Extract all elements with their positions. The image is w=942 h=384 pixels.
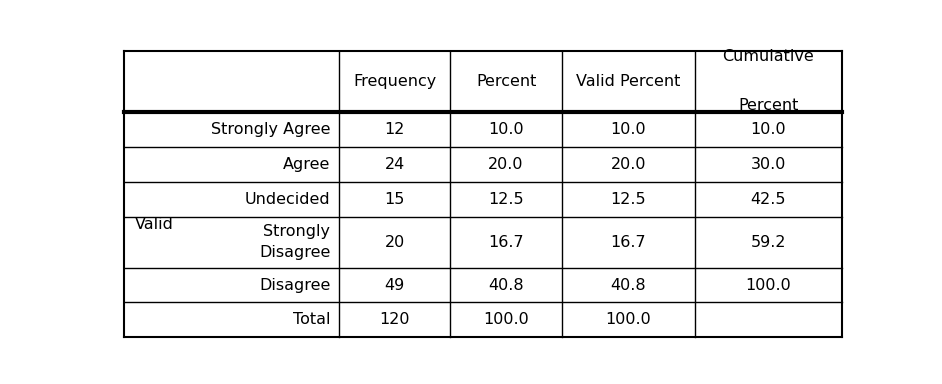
Text: Total: Total <box>293 313 331 328</box>
Text: Valid Percent: Valid Percent <box>577 74 680 89</box>
Text: 40.8: 40.8 <box>610 278 646 293</box>
Text: Strongly Agree: Strongly Agree <box>211 122 331 137</box>
Text: 42.5: 42.5 <box>751 192 786 207</box>
Text: 12.5: 12.5 <box>488 192 524 207</box>
Text: Frequency: Frequency <box>353 74 436 89</box>
Text: 16.7: 16.7 <box>488 235 524 250</box>
Text: 49: 49 <box>384 278 405 293</box>
Text: 120: 120 <box>380 313 410 328</box>
Text: 59.2: 59.2 <box>751 235 786 250</box>
Text: 24: 24 <box>384 157 405 172</box>
Text: 12: 12 <box>384 122 405 137</box>
Text: 12.5: 12.5 <box>610 192 646 207</box>
Text: 20: 20 <box>384 235 405 250</box>
Text: 16.7: 16.7 <box>610 235 646 250</box>
Text: 100.0: 100.0 <box>745 278 791 293</box>
Text: Undecided: Undecided <box>245 192 331 207</box>
Text: 30.0: 30.0 <box>751 157 786 172</box>
Text: Strongly
Disagree: Strongly Disagree <box>259 224 331 260</box>
Text: Percent: Percent <box>476 74 536 89</box>
Text: Cumulative

Percent: Cumulative Percent <box>723 49 814 113</box>
Text: 20.0: 20.0 <box>488 157 524 172</box>
Text: Valid: Valid <box>135 217 173 232</box>
Text: 10.0: 10.0 <box>488 122 524 137</box>
Text: 100.0: 100.0 <box>606 313 651 328</box>
Text: 10.0: 10.0 <box>610 122 646 137</box>
Text: Agree: Agree <box>283 157 331 172</box>
Text: 10.0: 10.0 <box>751 122 787 137</box>
Text: Disagree: Disagree <box>259 278 331 293</box>
Text: 15: 15 <box>384 192 405 207</box>
Text: 40.8: 40.8 <box>488 278 524 293</box>
Text: 20.0: 20.0 <box>610 157 646 172</box>
Text: 100.0: 100.0 <box>483 313 529 328</box>
